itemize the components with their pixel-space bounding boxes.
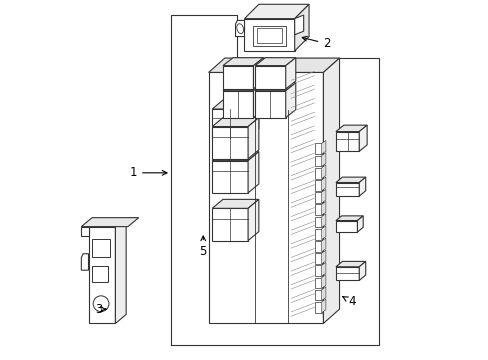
Polygon shape [115, 218, 126, 323]
Polygon shape [314, 278, 321, 288]
Polygon shape [255, 66, 285, 89]
Polygon shape [321, 275, 325, 288]
Polygon shape [247, 118, 258, 159]
Text: 5: 5 [199, 236, 206, 258]
Polygon shape [212, 199, 258, 208]
Polygon shape [321, 153, 325, 166]
Polygon shape [314, 302, 321, 313]
Bar [253, 26, 285, 45]
Polygon shape [321, 202, 325, 215]
Bar [257, 28, 282, 43]
Polygon shape [314, 229, 321, 239]
Polygon shape [321, 177, 325, 191]
Polygon shape [253, 83, 263, 118]
Polygon shape [321, 214, 325, 227]
Polygon shape [81, 254, 88, 270]
Polygon shape [314, 143, 321, 154]
Polygon shape [223, 91, 253, 118]
Polygon shape [321, 165, 325, 179]
Polygon shape [359, 125, 366, 151]
Polygon shape [314, 204, 321, 215]
Polygon shape [321, 226, 325, 239]
Polygon shape [81, 218, 139, 226]
Text: 2: 2 [302, 36, 330, 50]
Polygon shape [81, 226, 88, 235]
Polygon shape [285, 58, 295, 89]
Polygon shape [212, 100, 258, 109]
Polygon shape [314, 290, 321, 301]
Polygon shape [294, 15, 303, 35]
Polygon shape [88, 226, 115, 323]
Polygon shape [255, 91, 285, 118]
Polygon shape [314, 241, 321, 252]
Polygon shape [255, 83, 295, 91]
Polygon shape [335, 183, 359, 196]
Polygon shape [208, 58, 339, 72]
Polygon shape [247, 199, 258, 240]
Text: 3: 3 [95, 303, 105, 316]
Polygon shape [359, 261, 365, 280]
Polygon shape [212, 208, 247, 240]
Polygon shape [321, 238, 325, 252]
Polygon shape [335, 216, 363, 221]
Polygon shape [223, 66, 253, 89]
Polygon shape [223, 83, 263, 91]
Polygon shape [255, 58, 295, 66]
Polygon shape [314, 168, 321, 179]
Polygon shape [314, 217, 321, 227]
Polygon shape [321, 262, 325, 276]
Polygon shape [294, 4, 308, 51]
Polygon shape [335, 125, 366, 132]
Text: 1: 1 [129, 166, 166, 179]
Polygon shape [335, 177, 365, 183]
Polygon shape [253, 58, 263, 89]
Polygon shape [244, 4, 308, 19]
Polygon shape [321, 287, 325, 301]
Polygon shape [314, 180, 321, 191]
Circle shape [93, 296, 109, 312]
Polygon shape [335, 267, 359, 280]
Polygon shape [285, 83, 295, 118]
Polygon shape [212, 109, 247, 138]
Polygon shape [223, 58, 263, 66]
Polygon shape [357, 216, 363, 232]
Polygon shape [212, 127, 247, 159]
Polygon shape [314, 156, 321, 166]
Polygon shape [244, 19, 294, 51]
Polygon shape [359, 177, 365, 196]
Polygon shape [314, 253, 321, 264]
Ellipse shape [236, 24, 243, 33]
Polygon shape [323, 58, 339, 323]
Polygon shape [335, 261, 365, 267]
Polygon shape [335, 132, 359, 151]
Polygon shape [212, 161, 247, 193]
Polygon shape [314, 192, 321, 203]
Bar [92, 266, 108, 282]
Polygon shape [314, 265, 321, 276]
Polygon shape [247, 100, 258, 138]
Polygon shape [321, 189, 325, 203]
Polygon shape [335, 221, 357, 232]
Polygon shape [321, 299, 325, 313]
Polygon shape [212, 152, 258, 161]
Bar [92, 239, 110, 257]
Text: 4: 4 [342, 296, 355, 309]
Polygon shape [235, 21, 244, 37]
Polygon shape [321, 250, 325, 264]
Polygon shape [247, 152, 258, 193]
Polygon shape [321, 140, 325, 154]
Polygon shape [212, 118, 258, 127]
Polygon shape [208, 72, 323, 323]
